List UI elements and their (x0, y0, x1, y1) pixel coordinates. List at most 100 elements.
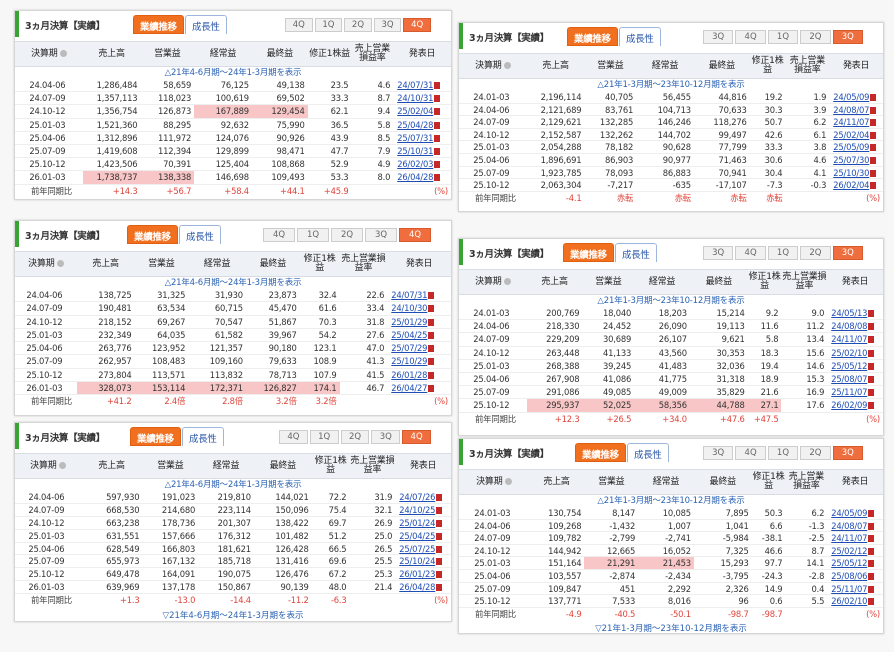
quarter-button[interactable]: 3Q (703, 30, 734, 44)
quarter-button[interactable]: 4Q (399, 228, 431, 242)
pdf-icon[interactable] (434, 121, 441, 129)
expand-earlier-link[interactable]: △21年1-3月期～23年10-12月期を表示 (597, 80, 745, 90)
announce-date-link[interactable]: 25/10/29 (387, 355, 451, 367)
tab-results-trend[interactable]: 業績推移 (563, 243, 614, 262)
quarter-button[interactable]: 4Q (402, 430, 431, 444)
pdf-icon[interactable] (428, 385, 435, 393)
quarter-button[interactable]: 3Q (832, 446, 863, 460)
quarter-button[interactable]: 1Q (314, 18, 343, 32)
pdf-icon[interactable] (434, 82, 441, 89)
pdf-icon[interactable] (870, 94, 877, 101)
tab-results-trend[interactable]: 業績推移 (127, 225, 178, 244)
pdf-icon[interactable] (434, 174, 441, 182)
pdf-icon[interactable] (868, 598, 875, 606)
tab-results-trend[interactable]: 業績推移 (575, 443, 626, 462)
announce-date-link[interactable]: 24/07/26 (395, 491, 451, 503)
quarter-button[interactable]: 2Q (344, 18, 372, 32)
announce-date-link[interactable]: 24/10/31 (393, 92, 451, 104)
pdf-icon[interactable] (868, 323, 875, 331)
expand-earlier-link[interactable]: △21年1-3月期～23年10-12月期を表示 (597, 496, 745, 506)
pdf-icon[interactable] (870, 119, 877, 127)
quarter-button[interactable]: 3Q (365, 228, 397, 242)
announce-date-link[interactable]: 25/02/10 (827, 347, 883, 359)
quarter-button[interactable]: 2Q (800, 30, 831, 44)
pdf-icon[interactable] (434, 161, 441, 169)
quarter-button[interactable]: 3Q (832, 30, 863, 44)
quarter-button[interactable]: 1Q (767, 30, 799, 44)
pdf-icon[interactable] (868, 572, 875, 580)
pdf-icon[interactable] (436, 545, 443, 553)
pdf-icon[interactable] (436, 558, 443, 566)
announce-date-link[interactable]: 26/02/10 (827, 595, 883, 607)
pdf-icon[interactable] (868, 522, 875, 530)
announce-date-link[interactable]: 24/11/07 (829, 116, 883, 128)
announce-date-link[interactable]: 25/04/25 (395, 530, 451, 542)
pdf-icon[interactable] (434, 95, 441, 103)
pdf-icon[interactable] (868, 402, 875, 410)
announce-date-link[interactable]: 24/10/25 (395, 504, 451, 516)
pdf-icon[interactable] (868, 362, 875, 370)
announce-date-link[interactable]: 25/04/25 (387, 329, 451, 341)
pdf-icon[interactable] (428, 371, 435, 379)
announce-date-link[interactable]: 24/08/08 (827, 320, 883, 332)
announce-date-link[interactable]: 26/02/04 (829, 179, 883, 191)
announce-date-link[interactable]: 25/07/31 (393, 132, 451, 144)
pdf-icon[interactable] (428, 331, 435, 339)
announce-date-link[interactable]: 26/04/27 (387, 382, 451, 394)
tab-results-trend[interactable]: 業績推移 (130, 427, 181, 446)
quarter-button[interactable]: 3Q (703, 446, 734, 460)
pdf-icon[interactable] (428, 305, 435, 313)
pdf-icon[interactable] (428, 318, 435, 326)
pdf-icon[interactable] (436, 506, 443, 514)
pdf-icon[interactable] (868, 585, 875, 593)
info-icon[interactable] (58, 461, 66, 469)
announce-date-link[interactable]: 24/10/30 (387, 302, 451, 314)
announce-date-link[interactable]: 24/07/31 (393, 79, 451, 91)
info-icon[interactable] (503, 61, 511, 69)
announce-date-link[interactable]: 24/08/07 (827, 520, 883, 532)
announce-date-link[interactable]: 25/05/12 (827, 360, 883, 372)
info-icon[interactable] (503, 277, 511, 285)
announce-date-link[interactable]: 25/07/25 (395, 543, 451, 555)
announce-date-link[interactable]: 26/04/28 (393, 171, 451, 183)
announce-date-link[interactable]: 25/10/31 (393, 145, 451, 157)
announce-date-link[interactable]: 26/02/03 (393, 158, 451, 170)
quarter-button[interactable]: 3Q (371, 430, 401, 444)
pdf-icon[interactable] (870, 156, 877, 164)
quarter-button[interactable]: 4Q (735, 446, 766, 460)
tab-growth[interactable]: 成長性 (179, 225, 221, 244)
announce-date-link[interactable]: 24/05/09 (827, 507, 883, 519)
announce-date-link[interactable]: 26/01/28 (387, 369, 451, 381)
quarter-button[interactable]: 4Q (735, 30, 766, 44)
pdf-icon[interactable] (436, 584, 443, 592)
pdf-icon[interactable] (868, 336, 875, 344)
pdf-icon[interactable] (868, 510, 875, 517)
tab-growth[interactable]: 成長性 (615, 243, 657, 262)
quarter-button[interactable]: 3Q (832, 246, 863, 260)
pdf-icon[interactable] (868, 389, 875, 397)
quarter-button[interactable]: 4Q (285, 18, 313, 32)
announce-date-link[interactable]: 25/07/30 (829, 154, 883, 166)
pdf-icon[interactable] (868, 349, 875, 357)
expand-earlier-link[interactable]: △21年1-3月期～23年10-12月期を表示 (597, 296, 745, 306)
pdf-icon[interactable] (434, 147, 441, 155)
announce-date-link[interactable]: 24/05/13 (827, 307, 883, 319)
announce-date-link[interactable]: 25/07/29 (387, 342, 451, 354)
pdf-icon[interactable] (428, 358, 435, 366)
quarter-button[interactable]: 2Q (340, 430, 370, 444)
pdf-icon[interactable] (868, 375, 875, 383)
quarter-button[interactable]: 4Q (279, 430, 308, 444)
quarter-button[interactable]: 4Q (735, 246, 766, 260)
tab-growth[interactable]: 成長性 (182, 427, 224, 446)
pdf-icon[interactable] (436, 519, 443, 527)
expand-earlier-link[interactable]: △21年4-6月期～24年1-3月期を表示 (164, 68, 302, 78)
quarter-button[interactable]: 4Q (403, 18, 431, 32)
announce-date-link[interactable]: 25/08/06 (827, 570, 883, 582)
quarter-button[interactable]: 1Q (309, 430, 339, 444)
quarter-button[interactable]: 2Q (800, 446, 831, 460)
pdf-icon[interactable] (868, 560, 875, 568)
quarter-button[interactable]: 1Q (767, 246, 799, 260)
tab-growth[interactable]: 成長性 (185, 15, 227, 34)
announce-date-link[interactable]: 26/04/28 (395, 581, 451, 593)
quarter-button[interactable]: 4Q (263, 228, 295, 242)
